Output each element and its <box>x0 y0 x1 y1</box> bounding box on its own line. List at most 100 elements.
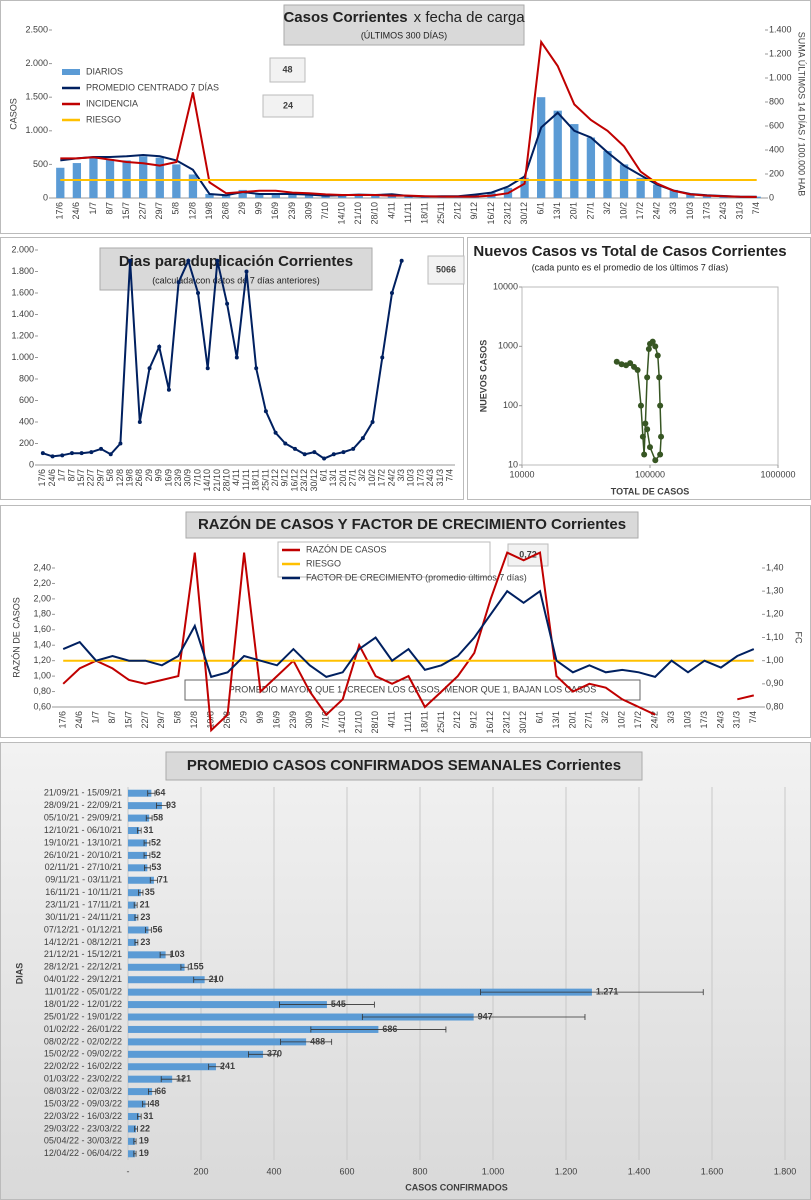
y-tick-label: 1.000 <box>11 352 34 362</box>
x-tick-label: 17/6 <box>55 202 65 220</box>
x-tick-label: 4/11 <box>386 202 396 219</box>
x-tick-label: 1.800 <box>774 1166 797 1176</box>
y-tick-label: 0,80 <box>33 686 51 696</box>
bar <box>669 189 678 198</box>
x-tick-label: 1.000 <box>482 1166 505 1176</box>
x-tick-label: 3/3 <box>668 202 678 215</box>
bar <box>128 1100 146 1108</box>
y-tick-label: 30/11/21 - 24/11/21 <box>45 912 122 922</box>
y-tick-label: 2,20 <box>33 578 51 588</box>
x-tick-label: 15/7 <box>123 711 133 729</box>
bar <box>56 167 65 198</box>
data-label: 155 <box>189 962 204 972</box>
x-tick-label: 13/1 <box>552 202 562 220</box>
y-tick-label: 18/01/22 - 12/01/22 <box>44 999 122 1009</box>
x-tick-label: 14/10 <box>337 711 347 734</box>
x-tick-label: 29/7 <box>95 469 105 487</box>
chart-title: RAZÓN DE CASOS Y FACTOR DE CRECIMIENTO C… <box>198 515 626 533</box>
bar <box>128 1013 474 1021</box>
x-tick-label: 8/7 <box>107 711 117 724</box>
x-tick-label: 7/4 <box>445 469 455 482</box>
bar <box>128 889 141 897</box>
y-tick-label: 21/12/21 - 15/12/21 <box>44 949 122 959</box>
x-tick-label: 2/9 <box>238 711 248 724</box>
legend-label: RIESGO <box>306 558 341 568</box>
x-tick-label: 13/1 <box>328 469 338 487</box>
data-label: 488 <box>310 1036 325 1046</box>
y-tick-label: 22/02/22 - 16/02/22 <box>44 1061 122 1071</box>
point <box>645 346 652 353</box>
y-tick-label: 26/10/21 - 20/10/21 <box>44 850 122 860</box>
bar <box>570 124 579 198</box>
bar <box>255 193 264 198</box>
point <box>644 374 651 381</box>
error-bar <box>193 976 216 983</box>
bar <box>271 194 280 198</box>
panel <box>0 742 811 1200</box>
title-main: PROMEDIO CASOS CONFIRMADOS SEMANALES Cor… <box>187 757 621 774</box>
point <box>627 360 634 367</box>
bar <box>128 1025 379 1033</box>
bar <box>238 189 247 198</box>
x-tick-label: 17/2 <box>633 711 643 729</box>
x-tick-label: 9/12 <box>469 202 479 220</box>
x-tick-label: - <box>127 1166 130 1176</box>
bar <box>686 193 695 198</box>
legend-label: RAZÓN DE CASOS <box>306 544 387 554</box>
y-tick-label: 02/11/21 - 27/10/21 <box>45 862 122 872</box>
x-tick-label: 13/1 <box>551 711 561 729</box>
error-bar <box>149 877 158 884</box>
error-bar <box>180 964 189 971</box>
x-tick-label: 27/1 <box>348 469 358 487</box>
title-main: Dias para duplicación Corrientes <box>119 253 353 270</box>
error-bar <box>142 1101 149 1108</box>
bar <box>128 839 147 847</box>
annotation: 24 <box>283 100 293 110</box>
x-tick-label: 18/11 <box>419 202 429 224</box>
bar <box>128 926 149 934</box>
y-tick-label: 600 <box>19 395 34 405</box>
error-bar <box>279 1001 375 1008</box>
y-tick-label: 0 <box>43 192 48 202</box>
y-axis-label: NUEVOS CASOS <box>478 340 488 413</box>
y2-tick-label: 200 <box>769 168 784 178</box>
y-tick-label: 28/12/21 - 22/12/21 <box>44 962 122 972</box>
point <box>613 358 620 365</box>
bar <box>586 137 596 198</box>
x-tick-label: 16/9 <box>271 711 281 729</box>
bar <box>128 1125 137 1133</box>
x-tick-label: 3/2 <box>602 202 612 215</box>
bar <box>188 174 198 198</box>
data-label: 23 <box>140 912 150 922</box>
annotation-box <box>427 255 465 285</box>
error-bar <box>148 1088 157 1095</box>
data-label: 21 <box>140 899 150 909</box>
error-bar <box>137 827 142 834</box>
bar <box>520 177 529 198</box>
error-bar <box>160 1076 184 1083</box>
x-tick-label: 20/1 <box>569 202 579 220</box>
x-tick-label: 12/8 <box>115 469 125 487</box>
x-tick-label: 21/10 <box>354 711 364 734</box>
annotation: 5066 <box>436 264 456 274</box>
data-label: 58 <box>153 812 163 822</box>
bar <box>128 1001 327 1009</box>
x-axis-label: TOTAL DE CASOS <box>611 486 690 496</box>
x-tick-label: 24/3 <box>718 202 728 220</box>
error-bar <box>480 989 704 996</box>
x-tick-label: 10/2 <box>618 202 628 220</box>
x-tick-label: 10/3 <box>685 202 695 220</box>
data-label: 686 <box>382 1024 397 1034</box>
legend-swatch <box>62 69 80 75</box>
error-bar <box>310 1026 447 1033</box>
x-tick-label: 23/9 <box>287 202 297 220</box>
y-tick-label: 500 <box>33 159 48 169</box>
error-bar <box>138 889 144 896</box>
bar <box>128 864 148 872</box>
data-label: 53 <box>151 862 161 872</box>
x-tick-label: 24/2 <box>652 202 662 220</box>
x-tick-label: 17/3 <box>415 469 425 487</box>
bar <box>371 195 380 198</box>
bar <box>128 814 150 822</box>
y2-tick-label: 1,30 <box>766 586 784 596</box>
